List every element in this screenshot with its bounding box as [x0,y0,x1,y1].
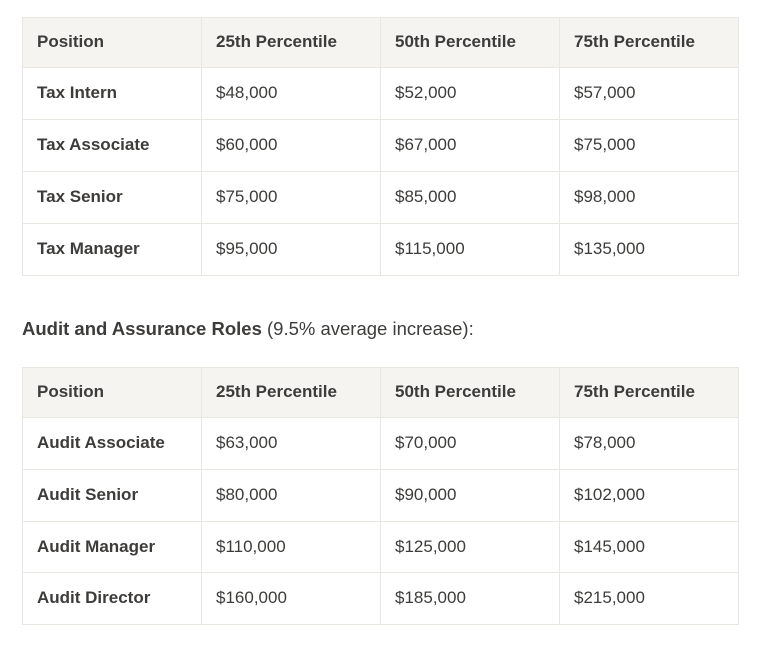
header-cell-50th-percentile: 50th Percentile [380,366,560,418]
cell-25th-percentile: $60,000 [201,118,381,172]
cell-position: Audit Associate [22,416,202,470]
cell-75th-percentile: $98,000 [559,170,739,224]
cell-position: Tax Manager [22,222,202,276]
table-row: Audit Manager $110,000 $125,000 $145,000 [22,520,739,574]
header-cell-75th-percentile: 75th Percentile [559,366,739,418]
table-row: Audit Director $160,000 $185,000 $215,00… [22,572,739,626]
cell-25th-percentile: $80,000 [201,468,381,522]
cell-25th-percentile: $95,000 [201,222,381,276]
table-row: Tax Manager $95,000 $115,000 $135,000 [22,222,739,276]
cell-75th-percentile: $57,000 [559,66,739,120]
cell-position: Tax Associate [22,118,202,172]
header-cell-25th-percentile: 25th Percentile [201,366,381,418]
cell-75th-percentile: $215,000 [559,572,739,626]
header-cell-25th-percentile: 25th Percentile [201,17,381,68]
header-cell-position: Position [22,17,202,68]
cell-75th-percentile: $78,000 [559,416,739,470]
cell-50th-percentile: $90,000 [380,468,560,522]
cell-25th-percentile: $48,000 [201,66,381,120]
cell-25th-percentile: $110,000 [201,520,381,574]
cell-75th-percentile: $75,000 [559,118,739,172]
cell-50th-percentile: $70,000 [380,416,560,470]
cell-position: Audit Manager [22,520,202,574]
cell-position: Tax Senior [22,170,202,224]
table-row: Tax Senior $75,000 $85,000 $98,000 [22,170,739,224]
header-cell-50th-percentile: 50th Percentile [380,17,560,68]
table-row: Tax Associate $60,000 $67,000 $75,000 [22,118,739,172]
cell-75th-percentile: $102,000 [559,468,739,522]
cell-50th-percentile: $52,000 [380,66,560,120]
cell-position: Audit Senior [22,468,202,522]
cell-75th-percentile: $145,000 [559,520,739,574]
cell-50th-percentile: $185,000 [380,572,560,626]
header-cell-75th-percentile: 75th Percentile [559,17,739,68]
table-header-row: Position 25th Percentile 50th Percentile… [22,17,739,68]
section-heading-rest: (9.5% average increase): [261,317,474,339]
cell-50th-percentile: $67,000 [380,118,560,172]
tax-salary-table: Position 25th Percentile 50th Percentile… [22,17,739,276]
section-heading: Audit and Assurance Roles (9.5% average … [22,317,739,341]
cell-50th-percentile: $125,000 [380,520,560,574]
cell-25th-percentile: $160,000 [201,572,381,626]
table-header-row: Position 25th Percentile 50th Percentile… [22,366,739,418]
cell-75th-percentile: $135,000 [559,222,739,276]
cell-50th-percentile: $85,000 [380,170,560,224]
table-row: Audit Senior $80,000 $90,000 $102,000 [22,468,739,522]
cell-position: Audit Director [22,572,202,626]
cell-25th-percentile: $63,000 [201,416,381,470]
cell-50th-percentile: $115,000 [380,222,560,276]
cell-25th-percentile: $75,000 [201,170,381,224]
cell-position: Tax Intern [22,66,202,120]
section-heading-bold: Audit and Assurance Roles [22,317,262,339]
header-cell-position: Position [22,366,202,418]
audit-salary-table: Position 25th Percentile 50th Percentile… [22,366,739,626]
table-row: Tax Intern $48,000 $52,000 $57,000 [22,66,739,120]
table-row: Audit Associate $63,000 $70,000 $78,000 [22,416,739,470]
